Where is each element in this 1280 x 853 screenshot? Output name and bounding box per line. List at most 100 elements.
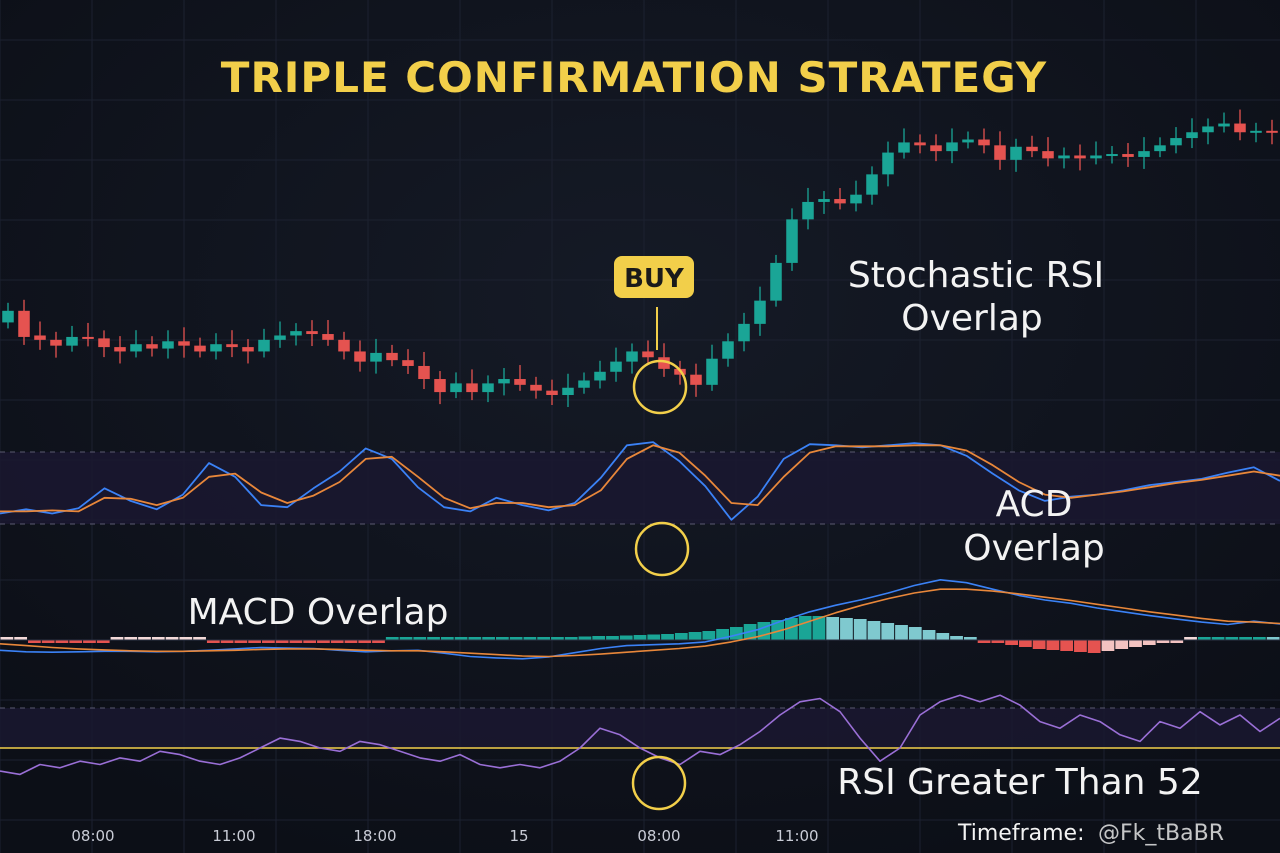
- candle-bearish: [338, 339, 350, 352]
- macd-histogram-bar: [1239, 637, 1252, 640]
- macd-histogram-bar: [1184, 637, 1197, 640]
- macd-histogram-bar: [729, 627, 743, 640]
- candle-bullish: [290, 331, 302, 336]
- macd-histogram-bar: [509, 637, 523, 640]
- macd-histogram-bar: [303, 640, 317, 643]
- macd-histogram-bar: [785, 618, 798, 640]
- candle-bearish: [1074, 155, 1086, 159]
- candle-bullish: [946, 142, 958, 152]
- macd-histogram-bar: [537, 637, 551, 640]
- buy-marker: BUY: [614, 256, 694, 350]
- macd-histogram-bar: [0, 637, 14, 640]
- x-tick-label: 08:00: [71, 827, 114, 845]
- macd-histogram-bar: [317, 640, 330, 643]
- candle-bearish: [306, 331, 318, 335]
- macd-histogram-bar: [840, 618, 853, 640]
- macd-histogram-bar: [344, 640, 358, 643]
- macd-histogram-bar: [908, 627, 922, 640]
- candle-bullish: [722, 341, 734, 359]
- macd-histogram-bar: [1046, 640, 1060, 650]
- candle-bullish: [1138, 151, 1150, 157]
- macd-histogram-bar: [1252, 637, 1266, 640]
- timeframe-label: Timeframe:: [957, 821, 1085, 846]
- stoch-band: [0, 452, 1280, 524]
- macd-annotation: MACD Overlap: [188, 592, 449, 633]
- candle-bearish: [1026, 146, 1038, 152]
- macd-histogram-bar: [1115, 640, 1129, 649]
- candle-bullish: [626, 351, 638, 362]
- macd-histogram-bar: [853, 619, 867, 640]
- macd-histogram-bar: [619, 635, 633, 640]
- macd-histogram-bar: [1032, 640, 1046, 649]
- candle-bearish: [178, 341, 190, 346]
- macd-histogram-bar: [564, 637, 578, 640]
- candle-bearish: [114, 347, 126, 352]
- candle-bullish: [130, 344, 142, 352]
- stoch-d-line: [0, 444, 1280, 513]
- candle-bullish: [754, 300, 766, 324]
- macd-histogram-bar: [289, 640, 303, 643]
- macd-histogram-bar: [179, 637, 193, 640]
- candle-bearish: [914, 142, 926, 146]
- macd-histogram-bar: [440, 637, 454, 640]
- macd-histogram-bar: [165, 637, 179, 640]
- candle-bullish: [1154, 145, 1166, 152]
- rsi-line: [0, 694, 1280, 776]
- macd-histogram-bar: [234, 640, 248, 643]
- candle-bearish: [978, 139, 990, 146]
- macd-histogram-bar: [936, 633, 950, 640]
- candle-bullish: [1186, 132, 1198, 139]
- macd-histogram-bar: [110, 637, 124, 640]
- stoch-highlight-circle: [634, 521, 690, 577]
- candle-bearish: [834, 199, 846, 204]
- candle-bearish: [434, 379, 446, 393]
- macd-histogram-bar: [330, 640, 344, 643]
- macd-histogram-bar: [55, 640, 69, 643]
- macd-histogram-bar: [1005, 640, 1018, 645]
- rsi-band: [0, 708, 1280, 748]
- buy-label: BUY: [624, 264, 685, 294]
- candle-bullish: [450, 383, 462, 393]
- candle-bullish: [578, 380, 590, 388]
- macd-histogram-bar: [69, 640, 83, 643]
- candle-bearish: [194, 345, 206, 352]
- macd-histogram-bar: [138, 637, 151, 640]
- macd-histogram-bar: [385, 637, 399, 640]
- macd-histogram-bar: [193, 637, 206, 640]
- macd-histogram-bar: [1087, 640, 1101, 653]
- candle-bearish: [50, 339, 62, 346]
- candle-bullish: [962, 139, 974, 143]
- candle-bearish: [354, 351, 366, 362]
- candle-bearish: [466, 383, 478, 393]
- macd-histogram-bar: [1211, 637, 1225, 640]
- macd-histogram-bar: [647, 634, 661, 640]
- macd-histogram-bar: [220, 640, 234, 643]
- candle-bearish: [418, 365, 430, 380]
- macd-histogram-bar: [1129, 640, 1142, 647]
- candle-bearish: [994, 145, 1006, 160]
- candle-bullish: [1250, 130, 1262, 133]
- macd-histogram-bar: [922, 630, 936, 640]
- candle-bearish: [530, 384, 542, 391]
- macd-histogram-bar: [262, 640, 275, 643]
- macd-histogram-bar: [1060, 640, 1074, 651]
- macd-histogram-bar: [578, 636, 592, 640]
- candle-bearish: [82, 336, 94, 339]
- x-tick-label: 18:00: [353, 827, 396, 845]
- candle-bullish: [594, 371, 606, 381]
- price-highlight-circle: [632, 359, 688, 415]
- x-tick-label: 15: [509, 827, 528, 845]
- macd-histogram-bar: [28, 640, 41, 643]
- candle-bullish: [786, 219, 798, 263]
- macd-histogram-bar: [674, 633, 688, 640]
- x-tick-label: 11:00: [212, 827, 255, 845]
- candle-bullish: [898, 142, 910, 153]
- candle-bearish: [386, 352, 398, 361]
- macd-histogram-bar: [606, 636, 619, 640]
- candle-bullish: [562, 387, 574, 395]
- candle-bullish: [610, 361, 622, 372]
- macd-histogram-bar: [950, 636, 963, 640]
- candle-bearish: [1266, 130, 1278, 133]
- macd-histogram-bar: [1197, 637, 1211, 640]
